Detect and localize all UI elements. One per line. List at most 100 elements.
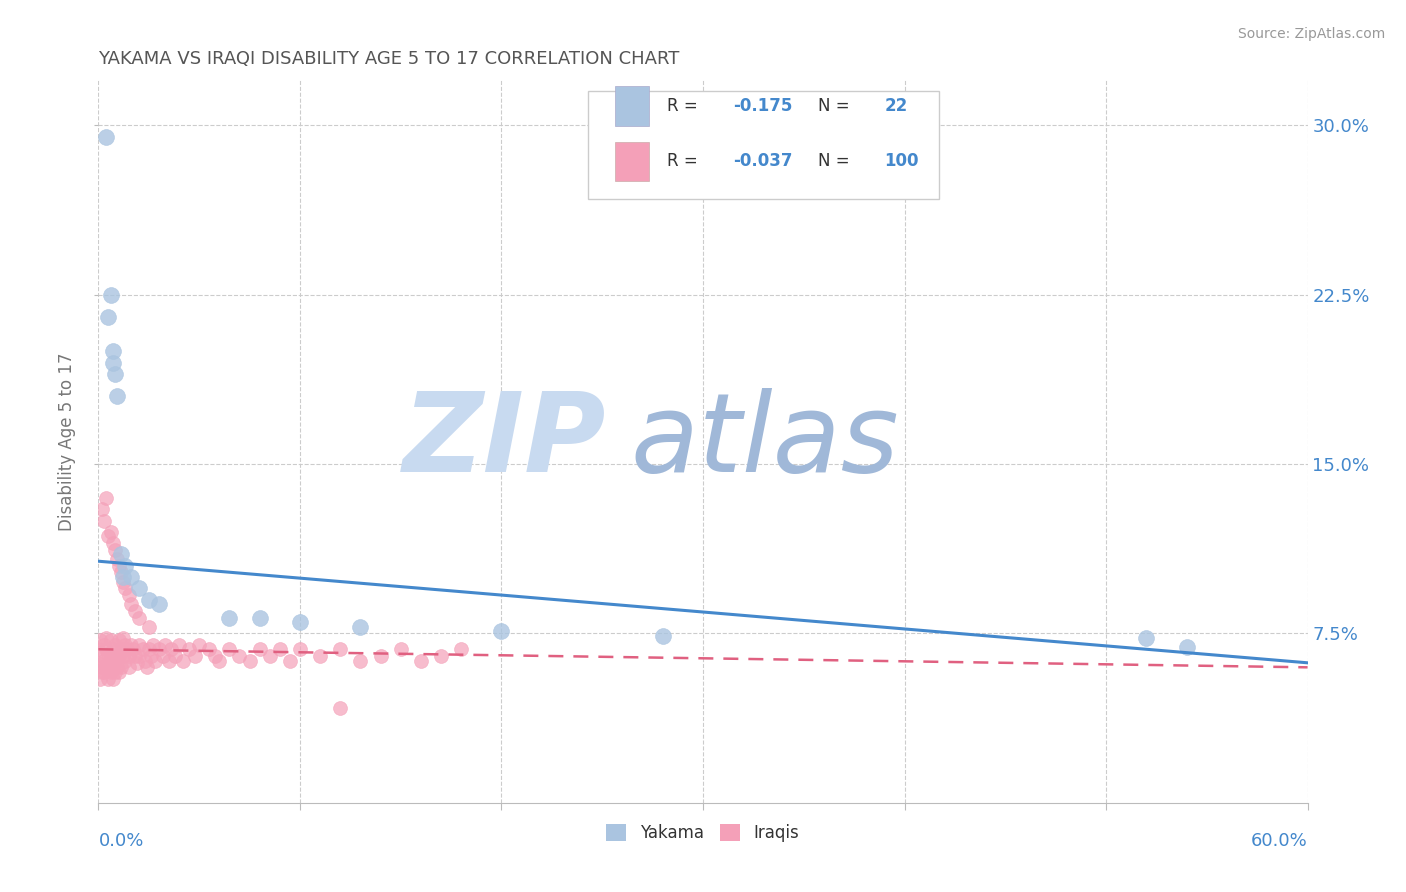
Point: [101, 344, 124, 359]
Point: [107, 633, 129, 648]
Point: [97, 660, 120, 674]
Text: YAKAMA VS IRAQI DISABILITY AGE 5 TO 17 CORRELATION CHART: YAKAMA VS IRAQI DISABILITY AGE 5 TO 17 C…: [98, 50, 679, 68]
Point: [114, 582, 136, 596]
Point: [450, 642, 472, 657]
Point: [91, 648, 114, 663]
Point: [204, 648, 226, 663]
Point: [105, 660, 128, 674]
Text: 0.0%: 0.0%: [98, 831, 143, 850]
Point: [101, 656, 124, 670]
Point: [167, 638, 190, 652]
Text: R =: R =: [666, 153, 703, 170]
Point: [115, 642, 138, 657]
Point: [128, 648, 150, 663]
Point: [142, 638, 165, 652]
Point: [111, 574, 134, 589]
Point: [103, 367, 125, 381]
Point: [139, 648, 162, 663]
Point: [110, 548, 132, 562]
Point: [349, 620, 371, 634]
Point: [87, 656, 110, 670]
Text: N =: N =: [818, 153, 855, 170]
Point: [218, 610, 240, 624]
Point: [91, 502, 114, 516]
Point: [103, 542, 125, 557]
Point: [120, 597, 142, 611]
Point: [329, 642, 352, 657]
Point: [97, 647, 120, 661]
Point: [188, 638, 211, 652]
Point: [96, 129, 118, 144]
Point: [409, 654, 432, 668]
Point: [148, 597, 170, 611]
Point: [114, 638, 136, 652]
Text: 100: 100: [884, 153, 920, 170]
Point: [96, 491, 118, 505]
Point: [124, 648, 146, 663]
Point: [101, 355, 124, 369]
Point: [160, 642, 183, 657]
Point: [228, 648, 250, 663]
Text: N =: N =: [818, 96, 855, 114]
Point: [93, 514, 115, 528]
Point: [124, 604, 146, 618]
Point: [198, 642, 221, 657]
Point: [96, 631, 118, 645]
Point: [128, 582, 150, 596]
Point: [349, 654, 371, 668]
Point: [110, 566, 132, 580]
Point: [179, 642, 201, 657]
Point: [278, 654, 301, 668]
Point: [91, 660, 114, 674]
Point: [249, 610, 271, 624]
Point: [259, 648, 281, 663]
Point: [128, 638, 150, 652]
Bar: [614, 86, 648, 126]
Point: [101, 536, 124, 550]
Point: [143, 654, 166, 668]
Point: [138, 642, 160, 657]
Point: [430, 648, 453, 663]
Point: [105, 552, 128, 566]
Point: [491, 624, 513, 639]
Point: [138, 592, 160, 607]
Point: [105, 389, 128, 403]
Point: [132, 642, 155, 657]
Point: [89, 672, 111, 686]
Text: R =: R =: [666, 96, 703, 114]
Point: [111, 648, 134, 663]
Point: [288, 642, 311, 657]
Text: Source: ZipAtlas.com: Source: ZipAtlas.com: [1237, 27, 1385, 41]
Point: [93, 665, 115, 679]
Point: [218, 642, 240, 657]
Point: [96, 660, 118, 674]
Point: [96, 642, 118, 657]
Point: [111, 570, 134, 584]
Point: [110, 642, 132, 657]
Point: [1175, 640, 1198, 654]
Point: [97, 310, 120, 325]
Point: [249, 642, 271, 657]
Text: -0.175: -0.175: [734, 96, 793, 114]
Point: [1135, 631, 1157, 645]
Bar: [614, 142, 648, 181]
Point: [152, 648, 174, 663]
Point: [103, 654, 125, 668]
Point: [100, 648, 122, 663]
Point: [153, 638, 176, 652]
Text: 22: 22: [884, 96, 908, 114]
Point: [89, 633, 111, 648]
Point: [97, 672, 120, 686]
Point: [134, 654, 156, 668]
Y-axis label: Disability Age 5 to 17: Disability Age 5 to 17: [58, 352, 76, 531]
Point: [107, 665, 129, 679]
Text: -0.037: -0.037: [734, 153, 793, 170]
Point: [110, 660, 132, 674]
Text: atlas: atlas: [630, 388, 898, 495]
Point: [93, 654, 115, 668]
Point: [269, 642, 291, 657]
Point: [121, 642, 143, 657]
Point: [370, 648, 392, 663]
Point: [100, 524, 122, 539]
Point: [288, 615, 311, 630]
